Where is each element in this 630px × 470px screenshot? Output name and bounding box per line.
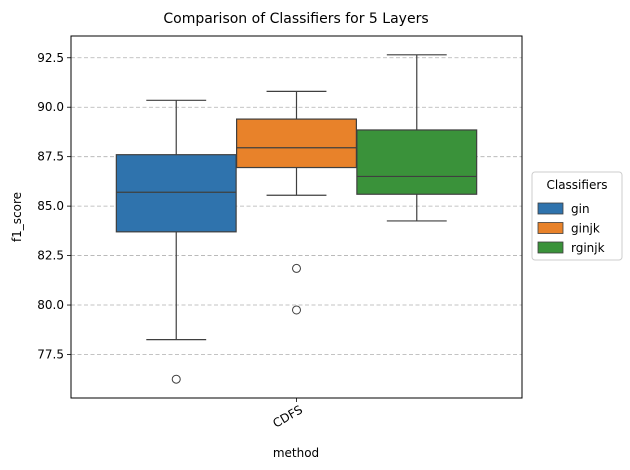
outlier-point (292, 263, 301, 273)
legend-swatch-gin (537, 202, 564, 215)
legend-swatch-ginjk (537, 222, 564, 234)
legend-label-gin: gin (571, 202, 590, 216)
box-iqr (236, 118, 357, 169)
box-series (115, 54, 478, 384)
legend-swatch-rginjk (537, 241, 564, 254)
legend-label-rginjk: rginjk (571, 241, 605, 255)
box-iqr (356, 129, 478, 195)
legend-title: Classifiers (546, 178, 607, 192)
box-gin (115, 99, 237, 384)
y-tick-label: 90.0 (37, 100, 64, 114)
legend: Classifiers gin ginjk rginjk (531, 171, 623, 261)
box-ginjk (236, 90, 357, 315)
y-tick-label: 82.5 (37, 249, 64, 263)
outlier-point (292, 305, 301, 315)
legend-items: gin ginjk rginjk (537, 202, 605, 255)
x-axis: CDFS (270, 398, 305, 431)
box-iqr (115, 154, 237, 233)
box-rginjk (356, 54, 478, 222)
x-axis-label: method (273, 446, 319, 460)
outlier-point (171, 374, 181, 384)
y-axis-label: f1_score (10, 192, 24, 242)
legend-label-ginjk: ginjk (571, 222, 600, 236)
y-axis: 77.5 80.0 82.5 85.0 87.5 90.0 92.5 (37, 51, 71, 361)
y-tick-label: 80.0 (37, 298, 64, 312)
y-tick-label: 87.5 (37, 150, 64, 164)
legend-frame (531, 171, 623, 261)
y-tick-label: 92.5 (37, 51, 64, 65)
x-tick-label: CDFS (270, 402, 305, 430)
y-tick-label: 77.5 (37, 347, 64, 361)
chart-title: Comparison of Classifiers for 5 Layers (163, 11, 428, 27)
y-tick-label: 85.0 (37, 199, 64, 213)
